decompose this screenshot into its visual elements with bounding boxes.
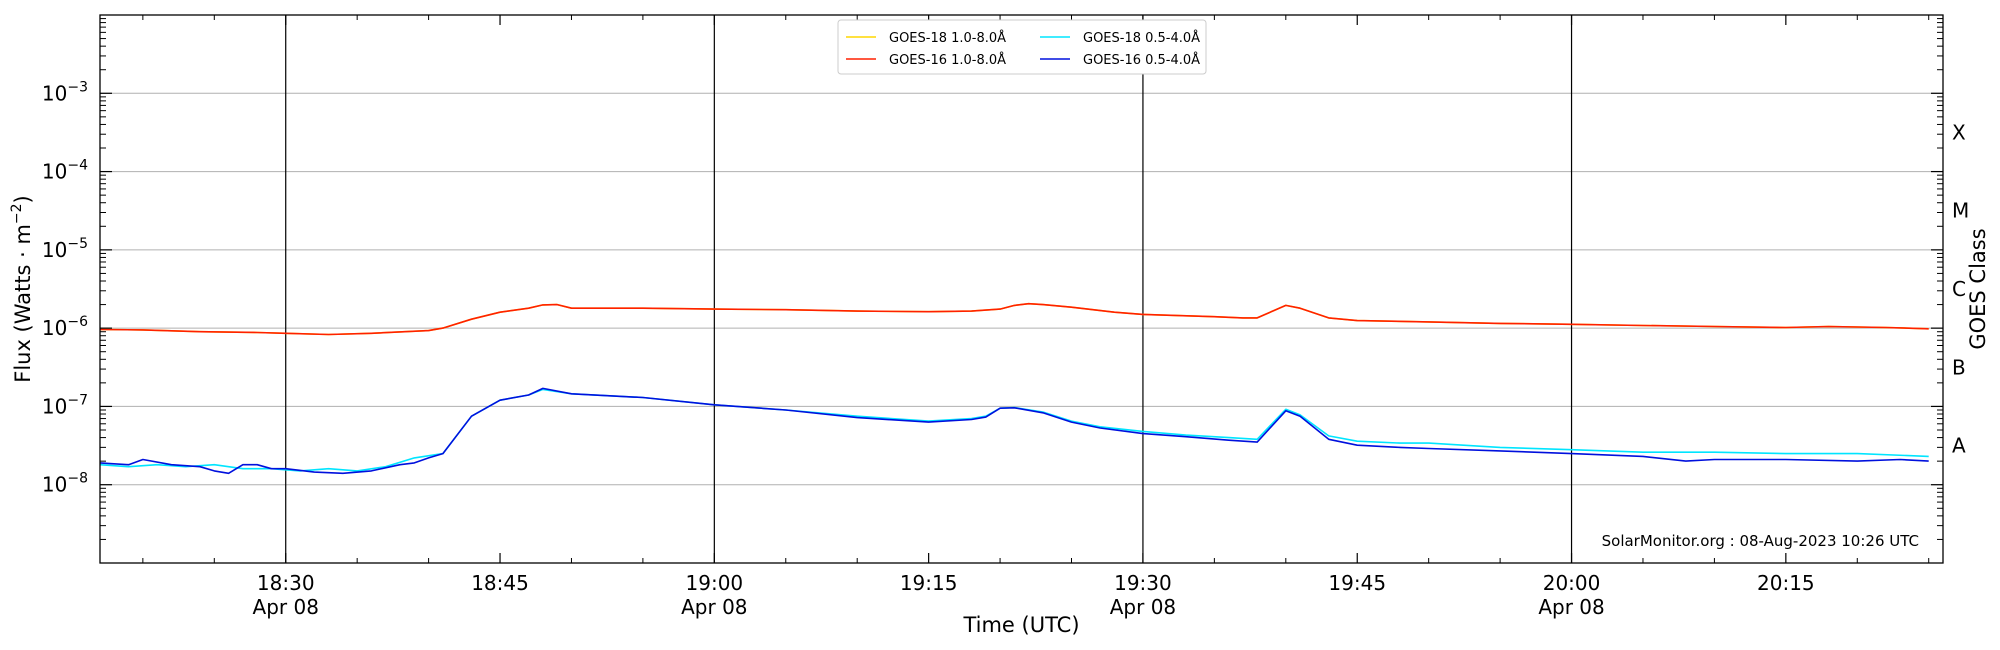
- x-tick-label: 19:45: [1328, 571, 1386, 595]
- x-tick-label: 19:00: [686, 571, 744, 595]
- y-axis-title-exponent: −2: [9, 203, 25, 224]
- legend-entry-label: GOES-18 1.0-8.0Å: [889, 30, 1006, 46]
- x-tick-label: 19:30: [1114, 571, 1172, 595]
- series-line: [99, 302, 1929, 336]
- goes-class-label: X: [1952, 120, 1966, 144]
- goes-class-label: B: [1952, 355, 1966, 379]
- x-tick-date-label: Apr 08: [681, 595, 747, 619]
- y-tick-label: 10−6: [42, 314, 88, 340]
- y-axis-title-prefix: Flux (Watts · m: [11, 224, 35, 383]
- credit-text: SolarMonitor.org : 08-Aug-2023 10:26 UTC: [1602, 532, 1919, 550]
- legend-entry-label: GOES-18 0.5-4.0Å: [1083, 30, 1200, 46]
- y-tick-label: 10−8: [42, 471, 88, 497]
- series-layer: [99, 302, 1929, 475]
- series-line: [99, 388, 1929, 472]
- series-line: [99, 302, 1929, 336]
- day-boundary-lines: [285, 15, 1573, 563]
- legend: GOES-18 1.0-8.0Å GOES-18 0.5-4.0Å GOES-16 …: [837, 19, 1207, 75]
- y-tick-label: 10−4: [42, 158, 88, 184]
- x-tick-label: 18:30: [257, 571, 315, 595]
- x-tick-date-label: Apr 08: [1538, 595, 1604, 619]
- x-tick-label: 20:15: [1757, 571, 1815, 595]
- y-tick-label: 10−5: [42, 236, 88, 262]
- legend-entry-label: GOES-16 1.0-8.0Å: [889, 52, 1006, 68]
- x-tick-label: 20:00: [1543, 571, 1601, 595]
- goes-class-label: M: [1952, 199, 1969, 223]
- goes-class-axis-title: GOES Class: [1966, 228, 1990, 349]
- goes-class-label: C: [1952, 277, 1966, 301]
- goes-class-label: A: [1952, 434, 1966, 458]
- legend-entry-label: GOES-16 0.5-4.0Å: [1083, 52, 1200, 68]
- grid-layer: [100, 92, 1943, 486]
- y-axis-title-suffix: ): [11, 195, 35, 203]
- x-axis-title: Time (UTC): [962, 613, 1079, 637]
- legend-box: [837, 19, 1207, 75]
- y-tick-label: 10−7: [42, 392, 88, 418]
- x-tick-label: 19:15: [900, 571, 958, 595]
- plot-frame: [99, 14, 1944, 564]
- x-tick-date-label: Apr 08: [253, 595, 319, 619]
- x-tick-label: 18:45: [471, 571, 529, 595]
- y-axis-title: Flux (Watts · m−2): [9, 195, 35, 383]
- series-line: [99, 387, 1929, 475]
- x-tick-date-label: Apr 08: [1110, 595, 1176, 619]
- y-tick-label: 10−3: [42, 79, 88, 105]
